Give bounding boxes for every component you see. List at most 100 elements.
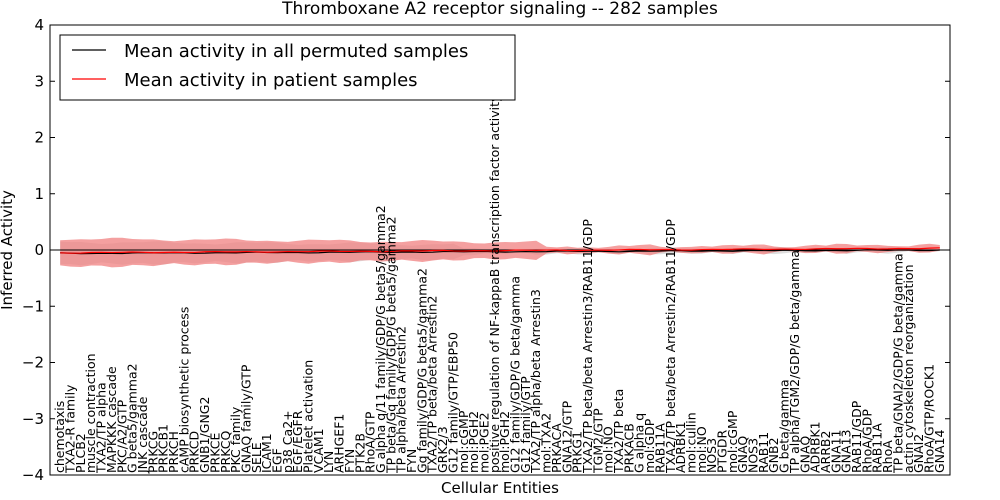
x-tick-label: mol:NO bbox=[694, 426, 709, 473]
x-tick-label: chemotaxis bbox=[52, 401, 67, 473]
x-tick-label: mol:TXA2 bbox=[539, 413, 554, 473]
x-tick-label: SELE bbox=[249, 442, 264, 473]
x-tick-label: mol:NO bbox=[601, 426, 616, 473]
x-tick-label: PRKCQ bbox=[218, 431, 233, 473]
x-tick-label: TXA2/TP alpha bbox=[94, 382, 109, 474]
x-tick-label: RhoA/GTP/ROCK1 bbox=[921, 364, 936, 473]
x-tick-label: RAB11A bbox=[870, 423, 885, 473]
x-tick-label: GNB1/GNG2 bbox=[197, 397, 212, 473]
x-tick-label: TXA2/TP beta/beta Arrestin3/RAB11/GDP bbox=[580, 219, 595, 474]
x-tick-label: G beta/gamma bbox=[777, 379, 792, 473]
legend-label-permuted: Mean activity in all permuted samples bbox=[124, 41, 468, 62]
x-tick-label: mol:cGMP bbox=[725, 410, 740, 473]
x-tick-label: TP beta/GNAI2/GDP/G beta/gamma bbox=[890, 253, 905, 474]
x-tick-label: p38 Ca2+ bbox=[280, 410, 295, 473]
x-tick-label: NOS3 bbox=[704, 438, 719, 473]
x-tick-label: PTK2B bbox=[352, 433, 367, 473]
x-tick-label: TXA2/TP alpha/beta Arrestin3 bbox=[528, 289, 543, 474]
x-tick-label: TGM2/GTP bbox=[590, 408, 605, 474]
y-ticks: −4 −3 −2 −1 0 1 2 3 4 bbox=[22, 16, 950, 484]
x-tick-label: RAB11A bbox=[652, 423, 667, 473]
y-tick-label: −3 bbox=[22, 410, 44, 428]
y-tick-label: −2 bbox=[22, 354, 44, 372]
y-tick-label: 4 bbox=[34, 16, 44, 34]
x-tick-label: PRKCD bbox=[187, 431, 202, 473]
x-tick-label: PKC/A2/GTP bbox=[114, 399, 129, 473]
y-tick-label: 3 bbox=[34, 72, 44, 90]
y-tick-label: 2 bbox=[34, 129, 44, 147]
x-tick-label: GNAQ bbox=[797, 436, 812, 473]
x-tick-label: ADRBK1 bbox=[673, 421, 688, 473]
x-tick-label: GRK2/3 bbox=[435, 426, 450, 473]
x-tick-label: PLCB2 bbox=[73, 433, 88, 473]
x-tick-label: TXA2/TP beta/beta Arrestin2 bbox=[425, 296, 440, 474]
x-tick-label: LYN bbox=[321, 451, 336, 473]
x-tick-label: G alpha q/11 family/GDP/G beta5/gamma2 bbox=[373, 205, 388, 473]
x-tick-label: positive regulation of NF-kappaB transcr… bbox=[487, 94, 502, 473]
y-tick-label: 1 bbox=[34, 185, 44, 203]
y-tick-label: 0 bbox=[34, 241, 44, 259]
series-lines bbox=[60, 247, 940, 255]
x-tick-label: G12 family/GDP/G beta/gamma bbox=[508, 276, 523, 473]
x-tick-label: TP beta/Gq family/GDP/G beta5/gamma2 bbox=[383, 216, 398, 474]
x-tick-label: FYN bbox=[342, 449, 357, 473]
x-tick-label: TXA2/TP beta/beta Arrestin2/RAB11/GDP bbox=[663, 219, 678, 474]
x-tick-label: muscle contraction bbox=[83, 353, 98, 473]
x-tick-label: PRKCH bbox=[166, 431, 181, 473]
x-tick-label: PRKCE bbox=[207, 433, 222, 473]
y-axis-label: Inferred Activity bbox=[0, 190, 16, 310]
x-tick-label: GNA12/GTP bbox=[559, 400, 574, 473]
x-tick-label: ADRBK1 bbox=[808, 421, 823, 473]
x-tick-label: PRKCB1 bbox=[156, 424, 171, 473]
x-tick-label: PTGDR bbox=[715, 430, 730, 473]
x-axis-label: Cellular Entities bbox=[441, 479, 559, 497]
x-tick-label: G12 family/GTP bbox=[518, 376, 533, 473]
x-tick-label: actin cytoskeleton reorganization bbox=[901, 264, 916, 473]
x-tick-label: TP alpha/TGM2/GDP/G beta/gamma bbox=[787, 250, 802, 474]
x-tick-label: mol:PGH2 bbox=[497, 411, 512, 473]
x-tick-label: RhoA bbox=[880, 440, 895, 473]
x-tick-label: TP alpha/beta Arrestin2 bbox=[394, 326, 409, 474]
x-tick-label: RAB11 bbox=[756, 432, 771, 473]
x-tick-label: EGF bbox=[270, 448, 285, 473]
x-tick-label: ARHGEF1 bbox=[332, 414, 347, 473]
x-tick-label: GNA14 bbox=[932, 429, 947, 473]
x-tick-label: RhoA/GDP bbox=[859, 409, 874, 473]
x-tick-label: ICAM1 bbox=[259, 433, 274, 473]
x-tick-label: GNA13 bbox=[839, 430, 854, 474]
x-tick-label: TXA2-R family bbox=[63, 384, 78, 474]
x-tick-label: PRKACB bbox=[621, 423, 636, 473]
x-tick-label: ARRB2 bbox=[818, 431, 833, 473]
x-tick-label: cAMP biosynthetic process bbox=[176, 307, 191, 473]
x-tick-label: Gq family/GDP/G beta5/gamma2 bbox=[414, 268, 429, 473]
x-tick-label: RAB11/GDP bbox=[849, 400, 864, 473]
x-tick-label: Platelet activation bbox=[301, 360, 316, 473]
x-tick-label: mol:GDP bbox=[642, 418, 657, 473]
x-tick-label: PRKCG bbox=[145, 431, 160, 473]
x-tick-label: mol:PGE2 bbox=[476, 412, 491, 473]
x-tick-label: FYN bbox=[404, 449, 419, 473]
legend-box bbox=[59, 34, 516, 101]
x-tick-label: VCAM1 bbox=[311, 428, 326, 473]
chart-title: Thromboxane A2 receptor signaling -- 282… bbox=[281, 0, 718, 19]
x-tick-label: JNK cascade bbox=[135, 396, 150, 474]
series-line-permuted bbox=[60, 249, 940, 255]
x-tick-label: GNAI2 bbox=[911, 434, 926, 473]
x-tick-label: GNAQ bbox=[735, 436, 750, 473]
series-line-patient bbox=[60, 247, 940, 254]
x-tick-label: TXA2/TP beta bbox=[611, 389, 626, 474]
x-tick-label: mol:cGMP bbox=[456, 410, 471, 473]
x-tick-label: G alpha q bbox=[632, 413, 647, 473]
x-tick-label: G12 family/GTP/EBP50 bbox=[445, 332, 460, 473]
x-tick-label: EGF/EGFR bbox=[290, 410, 305, 473]
x-tick-label: PRKACA bbox=[549, 423, 564, 473]
x-tick-label: MAPKKK cascade bbox=[104, 366, 119, 473]
x-tick-label: G beta5/gamma2 bbox=[125, 363, 140, 473]
x-tick-label: GNB2 bbox=[766, 437, 781, 473]
x-tick-label: mol:cullin bbox=[683, 412, 698, 473]
x-tick-label: PRKG1 bbox=[570, 431, 585, 473]
legend: Mean activity in all permuted samples Me… bbox=[59, 34, 516, 101]
legend-label-patient: Mean activity in patient samples bbox=[124, 70, 418, 91]
